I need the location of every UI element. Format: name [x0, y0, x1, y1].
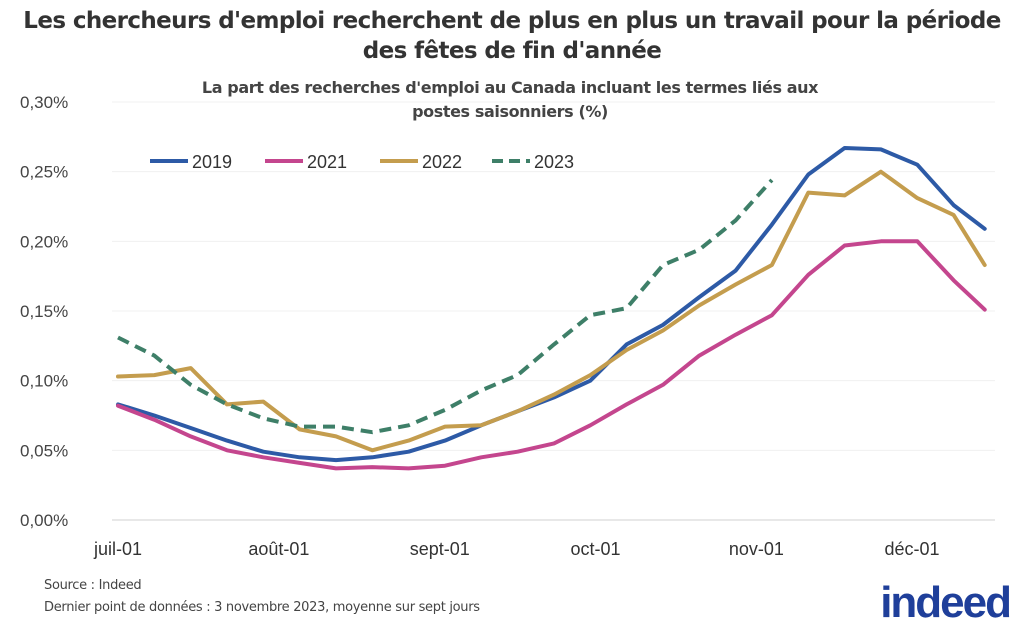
- legend-label: 2019: [192, 152, 232, 172]
- x-tick-label: sept-01: [410, 539, 470, 559]
- x-tick-label: oct-01: [570, 539, 620, 559]
- y-tick-label: 0,05%: [20, 441, 68, 460]
- y-tick-label: 0,20%: [20, 232, 68, 251]
- y-tick-label: 0,15%: [20, 302, 68, 321]
- x-tick-label: juil-01: [93, 539, 142, 559]
- series-line-2022: [116, 169, 987, 453]
- source-note: Source : Indeed: [44, 578, 142, 593]
- series-line-2019: [116, 146, 987, 463]
- legend-label: 2023: [534, 152, 574, 172]
- x-tick-label: août-01: [248, 539, 309, 559]
- series-line-2021: [116, 239, 987, 471]
- y-tick-label: 0,25%: [20, 163, 68, 182]
- y-tick-label: 0,10%: [20, 372, 68, 391]
- x-tick-label: déc-01: [885, 539, 940, 559]
- indeed-logo: indeed: [880, 578, 1012, 627]
- chart-title: Les chercheurs d'emploi recherchent de p…: [23, 8, 1001, 64]
- y-tick-label: 0,30%: [20, 93, 68, 112]
- legend-label: 2021: [307, 152, 347, 172]
- y-tick-label: 0,00%: [20, 511, 68, 530]
- data-note: Dernier point de données : 3 novembre 20…: [44, 600, 480, 615]
- chart-subtitle: La part des recherches d'emploi au Canad…: [201, 78, 819, 121]
- legend-label: 2022: [422, 152, 462, 172]
- x-tick-label: nov-01: [729, 539, 784, 559]
